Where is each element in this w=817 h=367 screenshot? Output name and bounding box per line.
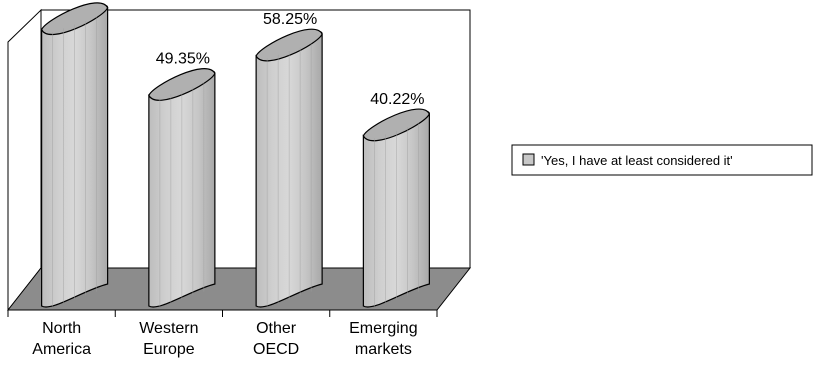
- legend-label: 'Yes, I have at least considered it': [541, 153, 733, 168]
- category-label: Other: [256, 320, 297, 337]
- category-label: markets: [355, 341, 412, 358]
- category-label: Europe: [143, 341, 195, 358]
- bar: [148, 68, 216, 308]
- legend-box: [511, 144, 813, 176]
- data-label: 64.20%: [48, 0, 102, 2]
- bar: [362, 108, 431, 308]
- category-labels: North America Western Europe Other OECD Emergi…: [32, 320, 417, 358]
- category-label: North: [42, 320, 81, 337]
- bars: [40, 2, 431, 308]
- bar-top: [40, 2, 109, 36]
- legend: 'Yes, I have at least considered it': [511, 144, 813, 176]
- bar-top: [148, 68, 216, 101]
- category-label: Western: [139, 320, 198, 337]
- bar: [40, 2, 109, 308]
- bar-top: [255, 28, 323, 62]
- bar: [255, 28, 323, 308]
- data-label: 40.22%: [370, 91, 424, 108]
- category-label: Emerging: [349, 320, 417, 337]
- category-label: America: [32, 341, 91, 358]
- x-axis: [7, 309, 438, 317]
- legend-swatch: [522, 153, 535, 166]
- data-label: 49.35%: [156, 50, 210, 67]
- data-labels: 64.20% 49.35% 58.25% 40.22%: [48, 0, 424, 108]
- bar-top: [362, 108, 431, 142]
- plot-frame: [6, 8, 472, 312]
- data-label: 58.25%: [263, 11, 317, 28]
- side-wall: [7, 8, 42, 312]
- category-label: OECD: [253, 341, 299, 358]
